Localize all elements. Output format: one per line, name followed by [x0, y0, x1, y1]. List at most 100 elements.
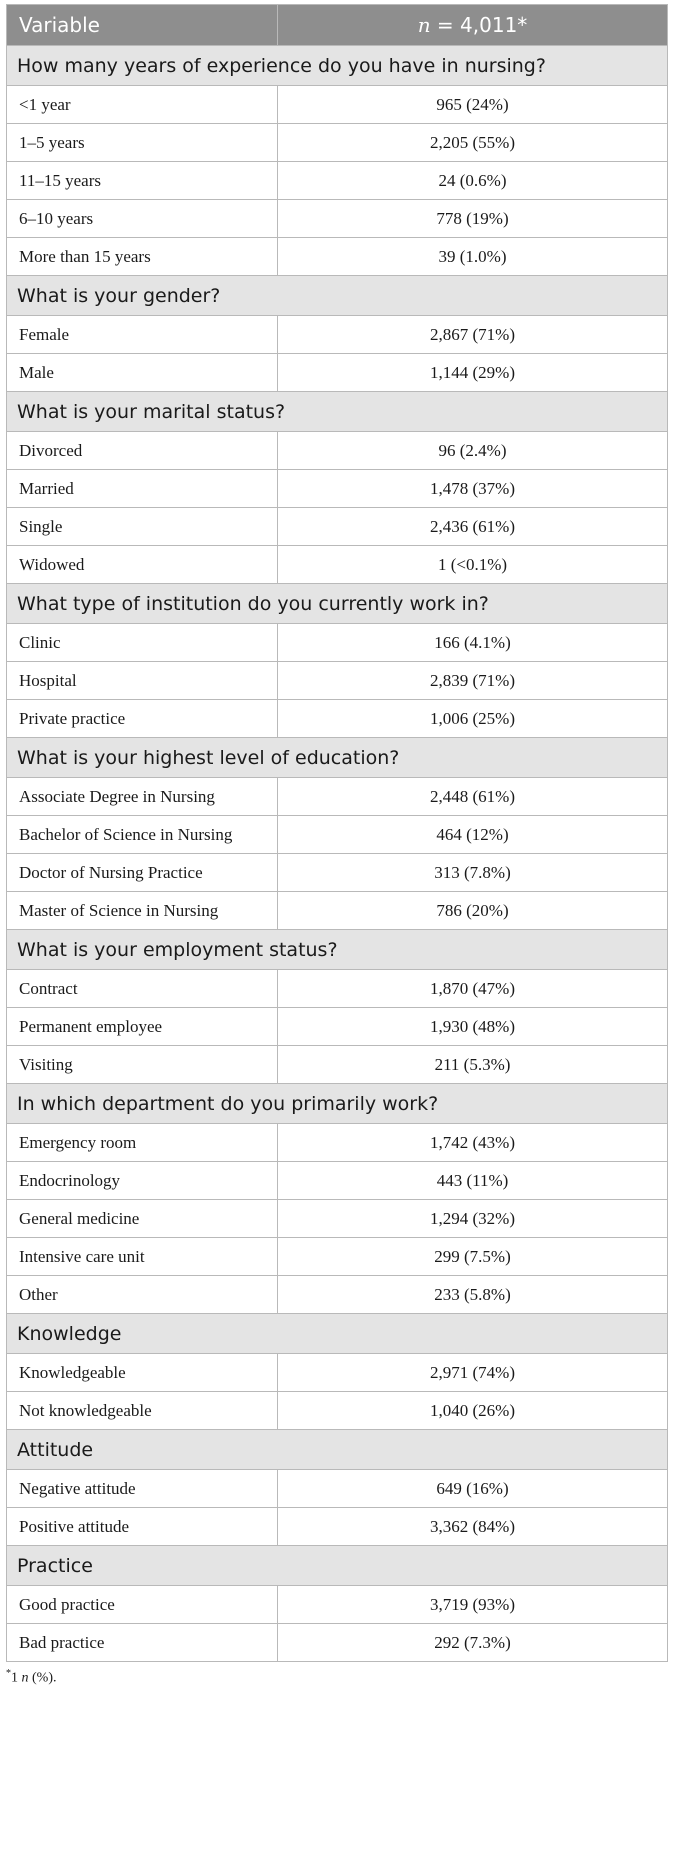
row-label: 11–15 years [6, 161, 278, 200]
row-value: 1,006 (25%) [277, 699, 668, 738]
row-value: 2,971 (74%) [277, 1353, 668, 1392]
table-row: Divorced 96 (2.4%) [6, 431, 668, 470]
table-row: Knowledgeable 2,971 (74%) [6, 1353, 668, 1392]
section-title: What type of institution do you currentl… [6, 583, 668, 624]
row-value: 313 (7.8%) [277, 853, 668, 892]
row-label: Bad practice [6, 1623, 278, 1662]
row-value: 24 (0.6%) [277, 161, 668, 200]
row-label: Visiting [6, 1045, 278, 1084]
section-header-row: What type of institution do you currentl… [6, 583, 668, 624]
table-row: General medicine 1,294 (32%) [6, 1199, 668, 1238]
table-row: 11–15 years 24 (0.6%) [6, 161, 668, 200]
table-row: Permanent employee 1,930 (48%) [6, 1007, 668, 1046]
table-row: Contract 1,870 (47%) [6, 969, 668, 1008]
section-title: What is your highest level of education? [6, 737, 668, 778]
row-value: 211 (5.3%) [277, 1045, 668, 1084]
table-row: Hospital 2,839 (71%) [6, 661, 668, 700]
section-header-row: Practice [6, 1545, 668, 1586]
row-label: Permanent employee [6, 1007, 278, 1046]
section-header-row: What is your highest level of education? [6, 737, 668, 778]
row-value: 1 (<0.1%) [277, 545, 668, 584]
table-row: Master of Science in Nursing 786 (20%) [6, 891, 668, 930]
row-label: 1–5 years [6, 123, 278, 162]
row-value: 443 (11%) [277, 1161, 668, 1200]
row-label: Hospital [6, 661, 278, 700]
section-header-row: In which department do you primarily wor… [6, 1083, 668, 1124]
section-title: Practice [6, 1545, 668, 1586]
row-label: Knowledgeable [6, 1353, 278, 1392]
section-title: In which department do you primarily wor… [6, 1083, 668, 1124]
row-value: 39 (1.0%) [277, 237, 668, 276]
row-value: 1,742 (43%) [277, 1123, 668, 1162]
row-label: Intensive care unit [6, 1237, 278, 1276]
row-label: Doctor of Nursing Practice [6, 853, 278, 892]
table-body: How many years of experience do you have… [6, 45, 668, 1662]
row-value: 464 (12%) [277, 815, 668, 854]
footnote-marker: * [6, 1668, 11, 1679]
row-label: Good practice [6, 1585, 278, 1624]
table-row: Bad practice 292 (7.3%) [6, 1623, 668, 1662]
table-row: Positive attitude 3,362 (84%) [6, 1507, 668, 1546]
row-label: Negative attitude [6, 1469, 278, 1508]
table-row: Doctor of Nursing Practice 313 (7.8%) [6, 853, 668, 892]
row-label: Contract [6, 969, 278, 1008]
row-value: 1,144 (29%) [277, 353, 668, 392]
row-value: 1,930 (48%) [277, 1007, 668, 1046]
table-row: Male 1,144 (29%) [6, 353, 668, 392]
header-n-value: = 4,011* [430, 13, 528, 37]
row-value: 786 (20%) [277, 891, 668, 930]
table-row: Associate Degree in Nursing 2,448 (61%) [6, 777, 668, 816]
row-value: 2,867 (71%) [277, 315, 668, 354]
table-row: Female 2,867 (71%) [6, 315, 668, 354]
header-row: Variable n = 4,011* [6, 4, 668, 46]
row-value: 3,719 (93%) [277, 1585, 668, 1624]
table-row: Good practice 3,719 (93%) [6, 1585, 668, 1624]
footnote-n: n [21, 1670, 29, 1686]
row-label: Single [6, 507, 278, 546]
row-label: Bachelor of Science in Nursing [6, 815, 278, 854]
row-label: Widowed [6, 545, 278, 584]
row-label: 6–10 years [6, 199, 278, 238]
row-value: 233 (5.8%) [277, 1275, 668, 1314]
table-row: Private practice 1,006 (25%) [6, 699, 668, 738]
header-n-symbol: n [417, 13, 431, 37]
row-label: Endocrinology [6, 1161, 278, 1200]
table-row: Other 233 (5.8%) [6, 1275, 668, 1314]
row-label: More than 15 years [6, 237, 278, 276]
footnote: *1 n (%). [6, 1668, 667, 1687]
section-header-row: Attitude [6, 1429, 668, 1470]
table-row: Married 1,478 (37%) [6, 469, 668, 508]
row-label: Associate Degree in Nursing [6, 777, 278, 816]
section-title: What is your marital status? [6, 391, 668, 432]
row-value: 2,205 (55%) [277, 123, 668, 162]
row-value: 299 (7.5%) [277, 1237, 668, 1276]
section-title: How many years of experience do you have… [6, 45, 668, 86]
table-row: Single 2,436 (61%) [6, 507, 668, 546]
table-row: Endocrinology 443 (11%) [6, 1161, 668, 1200]
row-value: 2,436 (61%) [277, 507, 668, 546]
row-label: Female [6, 315, 278, 354]
row-value: 778 (19%) [277, 199, 668, 238]
section-title: Attitude [6, 1429, 668, 1470]
table-row: Visiting 211 (5.3%) [6, 1045, 668, 1084]
table-row: 1–5 years 2,205 (55%) [6, 123, 668, 162]
section-header-row: What is your marital status? [6, 391, 668, 432]
row-value: 1,294 (32%) [277, 1199, 668, 1238]
row-value: 3,362 (84%) [277, 1507, 668, 1546]
row-label: Clinic [6, 623, 278, 662]
table-row: Negative attitude 649 (16%) [6, 1469, 668, 1508]
row-label: <1 year [6, 85, 278, 124]
row-value: 292 (7.3%) [277, 1623, 668, 1662]
table-row: Widowed 1 (<0.1%) [6, 545, 668, 584]
row-label: General medicine [6, 1199, 278, 1238]
row-label: Private practice [6, 699, 278, 738]
section-title: Knowledge [6, 1313, 668, 1354]
row-value: 2,448 (61%) [277, 777, 668, 816]
table-row: Clinic 166 (4.1%) [6, 623, 668, 662]
table-row: Emergency room 1,742 (43%) [6, 1123, 668, 1162]
table-row: Not knowledgeable 1,040 (26%) [6, 1391, 668, 1430]
table-row: Intensive care unit 299 (7.5%) [6, 1237, 668, 1276]
row-value: 96 (2.4%) [277, 431, 668, 470]
row-label: Master of Science in Nursing [6, 891, 278, 930]
demographics-table: Variable n = 4,011* How many years of ex… [6, 4, 668, 1662]
